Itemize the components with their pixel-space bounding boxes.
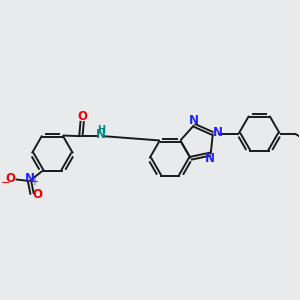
Text: N: N bbox=[25, 172, 34, 185]
Text: O: O bbox=[5, 172, 15, 184]
Text: N: N bbox=[213, 126, 223, 139]
Text: N: N bbox=[96, 128, 106, 141]
Text: N: N bbox=[206, 152, 215, 165]
Text: +: + bbox=[30, 177, 38, 188]
Text: H: H bbox=[97, 124, 105, 135]
Text: N: N bbox=[189, 114, 199, 128]
Text: −: − bbox=[1, 178, 10, 188]
Text: O: O bbox=[33, 188, 43, 201]
Text: O: O bbox=[77, 110, 87, 123]
